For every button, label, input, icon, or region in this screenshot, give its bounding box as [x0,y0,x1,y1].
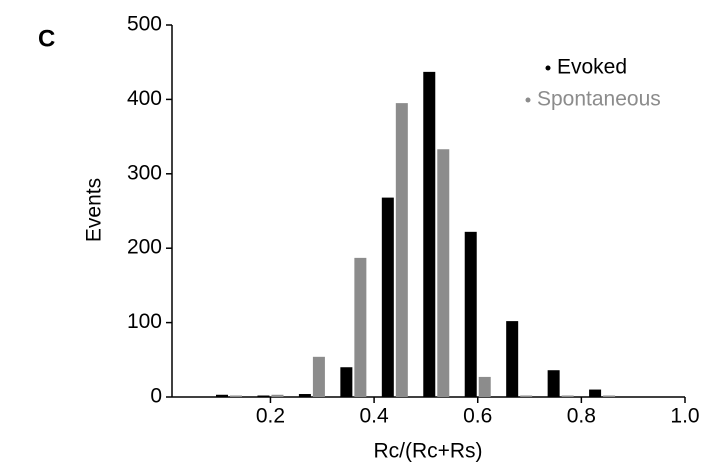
x-axis-label: Rc/(Rc+Rs) [373,440,482,463]
x-tick-label: 1.0 [670,405,699,428]
x-tick-label: 0.6 [463,405,492,428]
y-tick-label: 200 [127,236,162,259]
bar [464,231,477,397]
bar [520,395,533,397]
bar [298,394,311,397]
bar [230,395,242,397]
y-tick-label: 300 [127,161,162,184]
bar [437,149,450,397]
bar [603,395,616,397]
bar [547,370,560,397]
bar [271,394,284,397]
panel-label: C [38,25,55,52]
bar [312,356,325,397]
bar [257,395,270,397]
bar [354,257,367,397]
x-tick-label: 0.8 [567,405,596,428]
y-tick-label: 400 [127,87,162,110]
y-tick-label: 100 [127,310,162,333]
bar [506,321,519,397]
bar [381,197,394,397]
y-tick-label: 0 [150,385,162,408]
bar [561,395,574,397]
bar [423,71,436,397]
legend-marker [545,65,551,71]
legend-marker [525,97,531,103]
bar [478,376,491,397]
legend-label: Spontaneous [537,88,661,111]
x-tick-label: 0.4 [359,405,389,428]
x-tick-label: 0.2 [256,405,285,428]
bar [340,367,353,397]
bar [395,103,408,398]
bar [216,394,228,397]
y-axis-label: Events [83,178,106,242]
legend-label: Evoked [557,56,627,79]
y-tick-label: 500 [127,13,162,36]
bar [589,389,602,397]
